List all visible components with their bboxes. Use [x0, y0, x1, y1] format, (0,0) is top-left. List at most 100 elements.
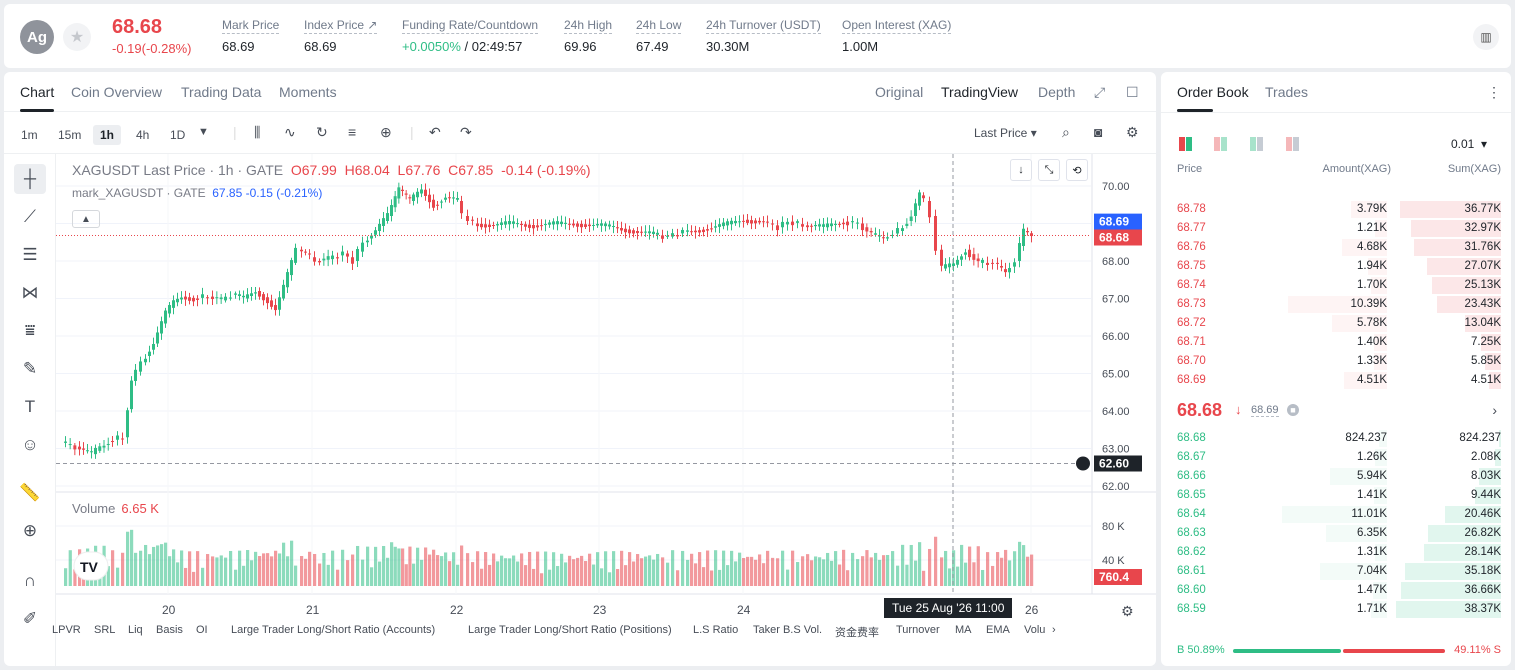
indicator-srl[interactable]: SRL	[94, 624, 116, 636]
candle-body	[326, 256, 330, 260]
favorite-star-icon[interactable]: ★	[63, 23, 91, 51]
candle-body	[592, 224, 595, 226]
candle-body	[300, 249, 303, 252]
tab-chart[interactable]: Chart	[20, 84, 55, 100]
timeframe-1h[interactable]: 1h	[93, 125, 122, 145]
bid-row[interactable]: 68.59 1.71K 38.37K	[1161, 600, 1511, 619]
timeframe-1d[interactable]: 1D	[170, 128, 186, 142]
trend-line-icon[interactable]: ⟋	[24, 207, 36, 226]
view-original[interactable]: Original	[875, 84, 924, 100]
bid-row[interactable]: 68.66 5.94K 8.03K	[1161, 467, 1511, 486]
indicator-oi[interactable]: OI	[196, 624, 208, 636]
ask-row[interactable]: 68.72 5.78K 13.04K	[1161, 314, 1511, 333]
ask-row[interactable]: 68.73 10.39K 23.43K	[1161, 295, 1511, 314]
indicator-taker-bs-vol[interactable]: Taker B.S Vol.	[753, 624, 823, 636]
magnet-icon[interactable]: ∩	[23, 571, 37, 590]
ask-row[interactable]: 68.74 1.70K 25.13K	[1161, 276, 1511, 295]
templates-icon[interactable]: ≡	[348, 124, 357, 140]
ask-row[interactable]: 68.77 1.21K 32.97K	[1161, 219, 1511, 238]
view-depth[interactable]: Depth	[1038, 84, 1076, 100]
undo-icon[interactable]: ↶	[429, 124, 441, 140]
add-alert-icon[interactable]: ⊕	[380, 124, 392, 140]
bid-row[interactable]: 68.64 11.01K 20.46K	[1161, 505, 1511, 524]
more-options-icon[interactable]: ⋮	[1487, 84, 1501, 100]
indicator-lt-ls-positions[interactable]: Large Trader Long/Short Ratio (Positions…	[468, 624, 672, 636]
stat-index-price[interactable]: Index Price ↗ 68.69	[304, 18, 378, 54]
fullscreen-icon[interactable]: ☐	[1126, 84, 1139, 100]
timeframe-1m[interactable]: 1m	[21, 128, 38, 142]
bid-row[interactable]: 68.63 6.35K 26.82K	[1161, 524, 1511, 543]
legend-collapse-button[interactable]: ▲	[72, 210, 100, 228]
scroll-down-icon[interactable]: ↓	[1010, 159, 1032, 181]
indicator-turnover[interactable]: Turnover	[896, 624, 940, 636]
view-tradingview[interactable]: TradingView	[941, 84, 1019, 100]
search-icon[interactable]: ⌕	[1062, 124, 1070, 140]
bid-row[interactable]: 68.67 1.26K 2.08K	[1161, 448, 1511, 467]
tick-size-select[interactable]: 0.01 ▾	[1450, 137, 1487, 151]
indicators-icon[interactable]: ∿	[284, 124, 296, 140]
replay-icon[interactable]: ↻	[316, 124, 328, 140]
volume-bar	[370, 567, 374, 586]
indicator-liq[interactable]: Liq	[128, 624, 143, 636]
ask-row[interactable]: 68.75 1.94K 27.07K	[1161, 257, 1511, 276]
text-tool-icon[interactable]: T	[24, 397, 36, 416]
fib-retracement-icon[interactable]: ⩸	[24, 321, 36, 340]
bid-row[interactable]: 68.62 1.31K 28.14K	[1161, 543, 1511, 562]
stat-funding-rate[interactable]: Funding Rate/Countdown +0.0050% / 02:49:…	[402, 18, 539, 54]
indicator-lt-ls-accounts[interactable]: Large Trader Long/Short Ratio (Accounts)	[231, 624, 436, 636]
indicator-ma[interactable]: MA	[955, 624, 972, 636]
guide-book-icon[interactable]: ▥	[1473, 24, 1499, 50]
bid-row[interactable]: 68.68 824.237 824.237	[1161, 429, 1511, 448]
chevron-right-icon[interactable]: ›	[1492, 402, 1497, 418]
timeframe-dropdown-icon[interactable]: ▼	[198, 126, 209, 138]
candle-body	[106, 443, 110, 445]
price-source-select[interactable]: Last Price ▾	[974, 126, 1037, 140]
collapse-icon[interactable]: ⤡	[1038, 159, 1060, 181]
view-both-icon[interactable]	[1179, 137, 1193, 151]
tab-trades[interactable]: Trades	[1265, 84, 1309, 100]
indicator-funding-rate[interactable]: 资金费率	[835, 627, 879, 639]
bid-row[interactable]: 68.61 7.04K 35.18K	[1161, 562, 1511, 581]
indicator-more-arrow-icon[interactable]: ›	[1052, 624, 1056, 636]
parallel-lines-icon[interactable]: ☰	[22, 245, 38, 264]
timeframe-15m[interactable]: 15m	[58, 128, 82, 142]
bid-row[interactable]: 68.65 1.41K 9.44K	[1161, 486, 1511, 505]
view-asks-icon[interactable]	[1286, 137, 1300, 151]
view-bids-icon[interactable]	[1250, 137, 1264, 151]
tab-moments[interactable]: Moments	[279, 84, 337, 100]
indicator-ema[interactable]: EMA	[986, 624, 1010, 636]
pattern-icon[interactable]: ⋈	[21, 283, 39, 302]
ask-row[interactable]: 68.70 1.33K 5.85K	[1161, 352, 1511, 371]
zoom-in-icon[interactable]: ⊕	[22, 521, 38, 540]
tradingview-logo-text: TV	[80, 559, 99, 575]
indicator-lpvr[interactable]: LPVR	[52, 624, 81, 636]
fit-icon[interactable]: ⟲	[1066, 159, 1088, 181]
indicator-ls-ratio[interactable]: L.S Ratio	[693, 624, 739, 636]
indicator-volume[interactable]: Volu	[1024, 624, 1046, 636]
ruler-icon[interactable]: 📏	[19, 483, 41, 502]
chart-canvas[interactable]: 70.0069.0068.0067.0066.0065.0064.0063.00…	[56, 154, 1156, 666]
stat-mark-price[interactable]: Mark Price 68.69	[222, 18, 280, 54]
ask-row[interactable]: 68.71 1.40K 7.25K	[1161, 333, 1511, 352]
timeframe-4h[interactable]: 4h	[136, 128, 150, 142]
emoji-icon[interactable]: ☺	[21, 435, 39, 454]
settings-gear-icon[interactable]: ⚙	[1126, 124, 1139, 140]
redo-icon[interactable]: ↷	[460, 124, 472, 140]
bid-row[interactable]: 68.60 1.47K 36.66K	[1161, 581, 1511, 600]
camera-icon[interactable]: ◙	[1094, 124, 1103, 140]
indicator-basis[interactable]: Basis	[156, 624, 183, 636]
tab-trading-data[interactable]: Trading Data	[181, 84, 262, 100]
tab-coin-overview[interactable]: Coin Overview	[71, 84, 163, 100]
expand-icon[interactable]: ⤢	[1094, 84, 1106, 100]
candle-body	[440, 201, 443, 203]
crosshair-icon[interactable]: ┼	[14, 164, 46, 194]
ask-row[interactable]: 68.78 3.79K 36.77K	[1161, 200, 1511, 219]
pencil-lock-icon[interactable]: ✐	[22, 609, 38, 628]
ask-row[interactable]: 68.76 4.68K 31.76K	[1161, 238, 1511, 257]
view-mixed-icon[interactable]	[1214, 137, 1228, 151]
price-chart[interactable]: 70.0069.0068.0067.0066.0065.0064.0063.00…	[52, 154, 1156, 666]
ask-row[interactable]: 68.69 4.51K 4.51K	[1161, 371, 1511, 390]
brush-icon[interactable]: ✎	[22, 359, 38, 378]
candle-type-icon[interactable]: ⫼	[254, 124, 261, 140]
tab-order-book[interactable]: Order Book	[1177, 84, 1249, 100]
